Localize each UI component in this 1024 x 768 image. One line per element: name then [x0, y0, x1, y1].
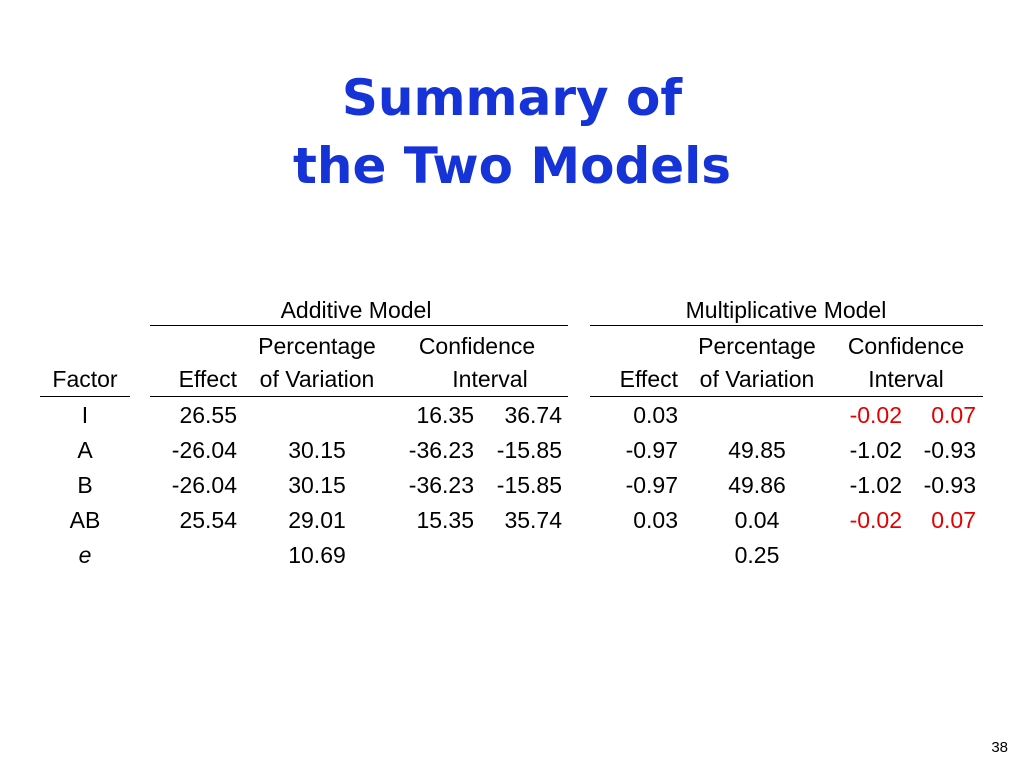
- row-factor: I: [81, 402, 89, 428]
- add-pct: 30.15: [288, 437, 346, 463]
- page-number: 38: [991, 739, 1008, 756]
- add-effect-header: Effect: [178, 366, 237, 392]
- additive-model-header: Additive Model: [280, 297, 432, 323]
- add-ci-high: -15.85: [496, 472, 562, 498]
- add-pct: 10.69: [288, 542, 346, 568]
- slide-title: Summary of the Two Models: [0, 64, 1024, 200]
- mul-ci-low: -0.02: [849, 402, 902, 428]
- add-ci-low: 15.35: [416, 507, 474, 533]
- slide-title-line-2: the Two Models: [292, 137, 732, 195]
- mul-effect: -0.97: [625, 437, 678, 463]
- add-pct: 29.01: [288, 507, 346, 533]
- factor-header-rule: [40, 396, 130, 397]
- add-ci-header-2: Interval: [452, 366, 528, 392]
- add-ci-header-1: Confidence: [418, 333, 536, 359]
- mul-ci-high: -0.93: [923, 472, 976, 498]
- add-pct-header-2: of Variation: [259, 366, 375, 392]
- mul-effect: -0.97: [625, 472, 678, 498]
- mul-ci-header-1: Confidence: [847, 333, 965, 359]
- add-ci-high: -15.85: [496, 437, 562, 463]
- mul-pct: 49.86: [728, 472, 786, 498]
- row-factor: B: [77, 472, 93, 498]
- mul-ci-high: -0.93: [923, 437, 976, 463]
- add-ci-low: -36.23: [408, 472, 474, 498]
- slide-title-line-1: Summary of: [341, 69, 683, 127]
- add-ci-high: 35.74: [504, 507, 562, 533]
- additive-header-rule: [150, 396, 568, 397]
- row-factor: AB: [69, 507, 101, 533]
- add-effect: -26.04: [171, 437, 237, 463]
- add-pct-header-1: Percentage: [258, 333, 376, 359]
- mul-ci-low: -0.02: [849, 507, 902, 533]
- mul-pct-header-1: Percentage: [698, 333, 816, 359]
- add-effect: 26.55: [179, 402, 237, 428]
- multiplicative-model-header: Multiplicative Model: [685, 297, 887, 323]
- row-factor: e: [78, 542, 92, 568]
- add-ci-low: 16.35: [416, 402, 474, 428]
- add-ci-low: -36.23: [408, 437, 474, 463]
- factor-header: Factor: [52, 366, 118, 392]
- additive-group-rule: [150, 325, 568, 326]
- row-factor: A: [77, 437, 93, 463]
- mul-ci-high: 0.07: [931, 507, 976, 533]
- mul-effect: 0.03: [633, 402, 678, 428]
- add-ci-high: 36.74: [504, 402, 562, 428]
- mul-effect: 0.03: [633, 507, 678, 533]
- mul-pct: 49.85: [728, 437, 786, 463]
- multiplicative-header-rule: [590, 396, 983, 397]
- add-pct: 30.15: [288, 472, 346, 498]
- mul-ci-low: -1.02: [849, 472, 902, 498]
- multiplicative-group-rule: [590, 325, 983, 326]
- mul-ci-high: 0.07: [931, 402, 976, 428]
- mul-pct: 0.04: [734, 507, 780, 533]
- mul-pct: 0.25: [734, 542, 780, 568]
- add-effect: 25.54: [179, 507, 237, 533]
- add-effect: -26.04: [171, 472, 237, 498]
- mul-ci-header-2: Interval: [868, 366, 944, 392]
- mul-pct-header-2: of Variation: [699, 366, 815, 392]
- mul-ci-low: -1.02: [849, 437, 902, 463]
- mul-effect-header: Effect: [619, 366, 678, 392]
